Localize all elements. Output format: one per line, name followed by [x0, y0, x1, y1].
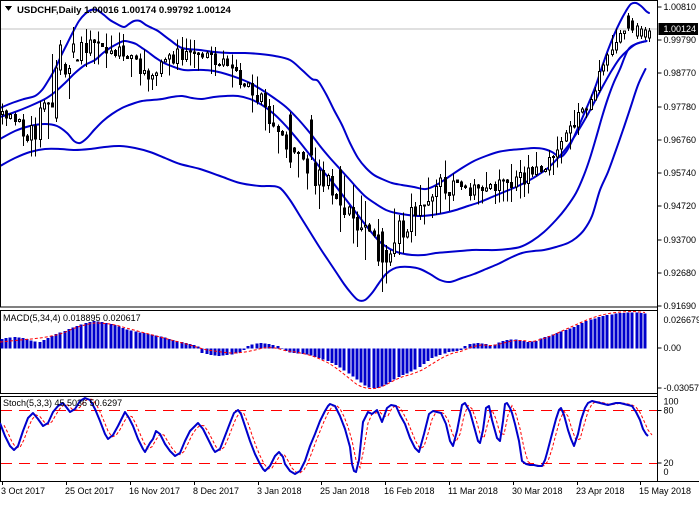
svg-text:-0.030579: -0.030579 [664, 383, 699, 393]
svg-text:0: 0 [664, 467, 669, 477]
svg-text:3 Oct 2017: 3 Oct 2017 [1, 486, 45, 496]
svg-text:3 Jan 2018: 3 Jan 2018 [257, 486, 302, 496]
svg-text:25 Jan 2018: 25 Jan 2018 [320, 486, 370, 496]
svg-text:16 Feb 2018: 16 Feb 2018 [384, 486, 435, 496]
svg-text:0.99790: 0.99790 [664, 35, 697, 45]
svg-text:0.97780: 0.97780 [664, 102, 697, 112]
svg-text:30 Mar 2018: 30 Mar 2018 [512, 486, 563, 496]
svg-text:0.98770: 0.98770 [664, 68, 697, 78]
svg-text:1.00124: 1.00124 [664, 24, 697, 34]
svg-text:USDCHF,Daily 1.00016 1.00174: USDCHF,Daily 1.00016 1.00174 0.99792 1.0… [17, 5, 232, 16]
svg-text:15 May 2018: 15 May 2018 [639, 486, 691, 496]
svg-text:0.93700: 0.93700 [664, 235, 697, 245]
svg-text:MACD(5,34,4) 0.018895 0.020617: MACD(5,34,4) 0.018895 0.020617 [3, 313, 141, 323]
svg-text:1.00810: 1.00810 [664, 2, 697, 12]
svg-text:0.92680: 0.92680 [664, 268, 697, 278]
svg-text:25 Oct 2017: 25 Oct 2017 [65, 486, 114, 496]
svg-text:23 Apr 2018: 23 Apr 2018 [576, 486, 625, 496]
svg-text:0.96760: 0.96760 [664, 135, 697, 145]
svg-text:0.00: 0.00 [664, 343, 682, 353]
svg-text:0.91690: 0.91690 [664, 301, 697, 311]
svg-text:80: 80 [664, 406, 674, 416]
svg-text:Stoch(5,3,3) 45.5036 50.6297: Stoch(5,3,3) 45.5036 50.6297 [3, 398, 122, 408]
svg-text:0.95740: 0.95740 [664, 168, 697, 178]
svg-text:11 Mar 2018: 11 Mar 2018 [448, 486, 498, 496]
svg-text:0.94720: 0.94720 [664, 201, 697, 211]
svg-text:16 Nov 2017: 16 Nov 2017 [129, 486, 180, 496]
svg-text:0.026679: 0.026679 [664, 315, 699, 325]
svg-text:8 Dec 2017: 8 Dec 2017 [193, 486, 239, 496]
